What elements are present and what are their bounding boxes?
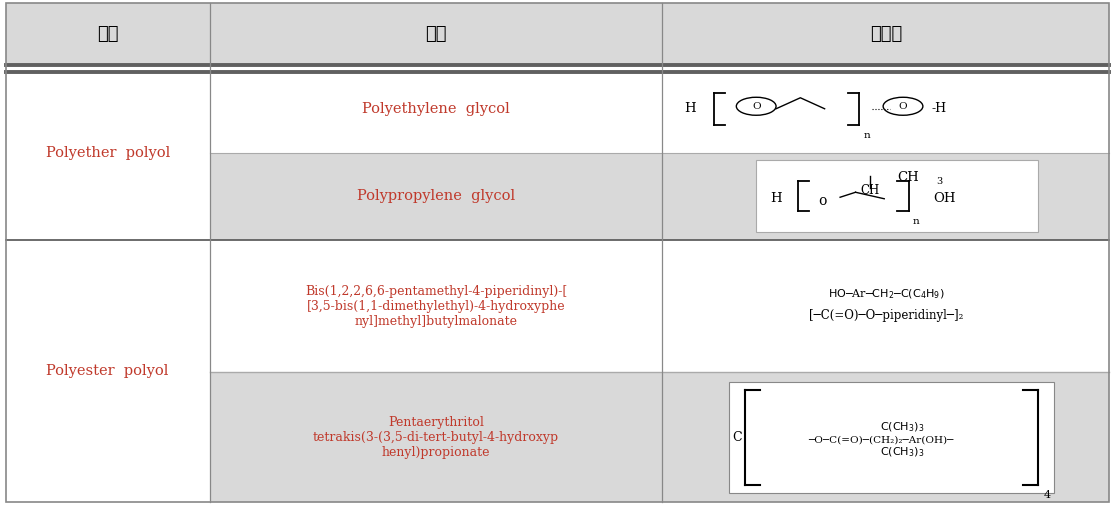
Text: Pentaerythritol
tetrakis(3-(3,5-di-tert-butyl-4-hydroxyp
henyl)propionate: Pentaerythritol tetrakis(3-(3,5-di-tert-… xyxy=(313,416,559,459)
Text: Polyester  polyol: Polyester polyol xyxy=(47,364,168,378)
Bar xyxy=(756,161,1038,232)
Bar xyxy=(6,3,1109,65)
Text: Polyether  polyol: Polyether polyol xyxy=(46,145,169,160)
Bar xyxy=(210,240,1109,373)
Bar xyxy=(210,373,1109,502)
Text: 3: 3 xyxy=(935,177,942,186)
Text: Polyethylene  glycol: Polyethylene glycol xyxy=(362,102,510,116)
Text: n: n xyxy=(913,217,920,226)
Text: 구조식: 구조식 xyxy=(870,25,902,43)
Text: Bis(1,2,2,6,6-pentamethyl-4-piperidinyl)-[
[3,5-bis(1,1-dimethylethyl)-4-hydroxy: Bis(1,2,2,6,6-pentamethyl-4-piperidinyl)… xyxy=(304,285,568,328)
Text: C: C xyxy=(733,431,743,444)
Text: OH: OH xyxy=(933,192,956,205)
Text: O: O xyxy=(752,102,760,111)
Text: ─O─C(=O)─(CH₂)₂─Ar(OH)─: ─O─C(=O)─(CH₂)₂─Ar(OH)─ xyxy=(807,435,953,444)
Bar xyxy=(210,153,1109,240)
Bar xyxy=(210,65,1109,153)
Text: n: n xyxy=(863,131,870,140)
Text: CH: CH xyxy=(898,171,919,184)
Text: $\mathrm{C(CH_3)_3}$: $\mathrm{C(CH_3)_3}$ xyxy=(881,421,924,434)
Text: Polypropylene  glycol: Polypropylene glycol xyxy=(357,189,515,203)
Text: CH: CH xyxy=(861,184,880,197)
Text: H: H xyxy=(685,103,696,115)
Text: -H: -H xyxy=(932,103,947,115)
Text: 구분: 구분 xyxy=(97,25,118,43)
Text: o: o xyxy=(818,194,826,208)
Text: $\mathrm{C(CH_3)_3}$: $\mathrm{C(CH_3)_3}$ xyxy=(881,446,924,459)
Bar xyxy=(6,65,210,502)
Bar xyxy=(728,382,1055,493)
Text: 4: 4 xyxy=(1044,490,1050,500)
Text: $\mathrm{HO}$─Ar─$\mathrm{CH_2}$─$\mathrm{C(C_4H_9)}$: $\mathrm{HO}$─Ar─$\mathrm{CH_2}$─$\mathr… xyxy=(827,287,944,300)
Text: [─C(=O)─O─piperidinyl─]₂: [─C(=O)─O─piperidinyl─]₂ xyxy=(808,309,963,322)
Text: 이름: 이름 xyxy=(425,25,447,43)
Text: O: O xyxy=(899,102,908,111)
Text: H: H xyxy=(770,192,782,205)
